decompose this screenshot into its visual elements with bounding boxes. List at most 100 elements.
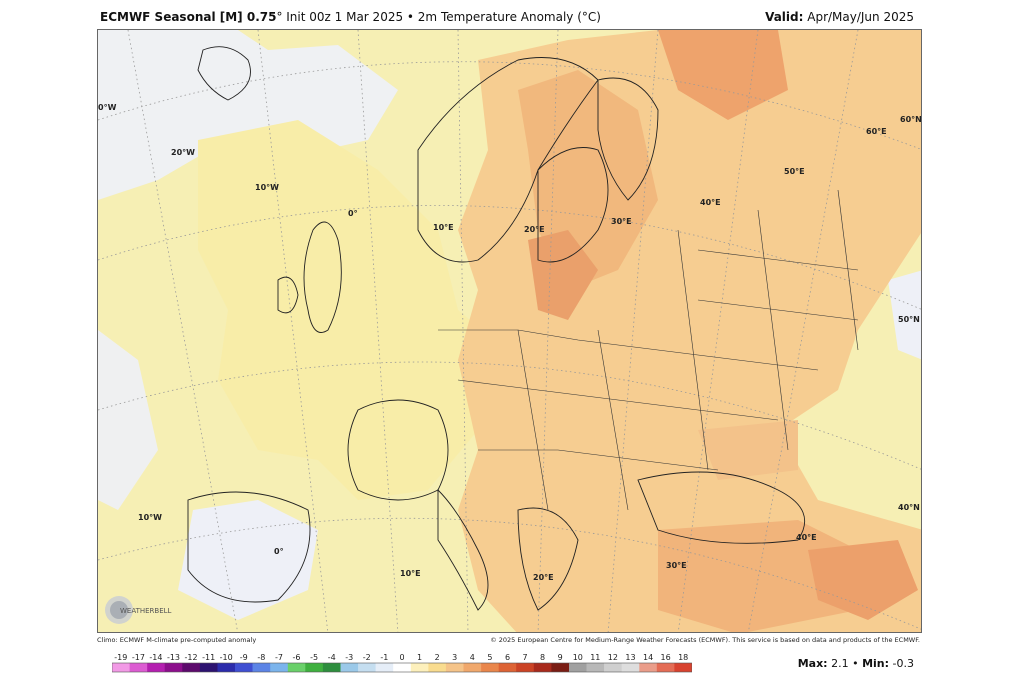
- finland-outline: [597, 77, 659, 201]
- colorbar-tick-label: 3: [452, 653, 457, 662]
- colorbar-swatch: [586, 663, 605, 672]
- max-min-stats: Max: 2.1 • Min: -0.3: [798, 657, 914, 670]
- colorbar-tick-label: -12: [185, 653, 198, 662]
- norway-outline: [417, 57, 599, 263]
- colorbar-tick-label: 9: [558, 653, 563, 662]
- colorbar-swatch: [182, 663, 201, 672]
- lon-label: 30°E: [666, 561, 687, 570]
- britain-outline: [303, 221, 342, 333]
- lat-label: 40°N: [898, 503, 920, 512]
- map-canvas: 0°W 20°W 10°W 0° 10°E 20°E 30°E 40°E 50°…: [98, 30, 921, 632]
- colorbar-tick-label: 1: [417, 653, 422, 662]
- lon-label: 30°E: [611, 217, 632, 226]
- lon-label: 20°W: [171, 148, 195, 157]
- colorbar-swatch: [270, 663, 289, 672]
- balkans-outline: [517, 507, 579, 611]
- colorbar-tick-label: 0: [399, 653, 404, 662]
- colorbar-swatch: [498, 663, 517, 672]
- cool-anomaly-west-atlantic: [98, 330, 158, 510]
- colorbar-tick-label: 13: [625, 653, 635, 662]
- colorbar-swatch: [551, 663, 570, 672]
- weatherbell-logo: WEATHERBELL: [105, 596, 172, 624]
- model-name: ECMWF Seasonal [M] 0.75: [100, 10, 277, 24]
- black-sea-outline: [637, 471, 806, 544]
- colorbar-swatch: [445, 663, 464, 672]
- warm-anomaly-caucasus: [808, 540, 918, 620]
- gridline-labels: 0°W 20°W 10°W 0° 10°E 20°E 30°E 40°E 50°…: [98, 103, 921, 582]
- colorbar-swatch: [516, 663, 535, 672]
- colorbar-tick-label: 12: [608, 653, 618, 662]
- colorbar-tick-label: 16: [661, 653, 671, 662]
- colorbar-swatch: [322, 663, 341, 672]
- italy-outline: [437, 488, 489, 611]
- colorbar-swatch: [164, 663, 183, 672]
- colorbar: -19 -17 -14 -13 -12 -11 -10 -9 -8 -7 -6 -5 -4 -3 -2 -1 0…: [112, 653, 692, 673]
- copyright-note: © 2025 European Centre for Medium-Range …: [490, 636, 920, 644]
- colorbar-tick-label: 7: [522, 653, 527, 662]
- colorbar-swatch: [463, 663, 482, 672]
- colorbar-swatch: [147, 663, 166, 672]
- colorbar-tick-label: -17: [132, 653, 145, 662]
- cool-anomaly-east: [888, 270, 921, 360]
- colorbar-swatch: [656, 663, 675, 672]
- valid-value: Apr/May/Jun 2025: [803, 10, 914, 24]
- colorbar-tick-label: -2: [363, 653, 371, 662]
- colorbar-tick-label: -3: [345, 653, 353, 662]
- colorbar-tick-label: 2: [435, 653, 440, 662]
- colorbar-tick-label: -9: [240, 653, 248, 662]
- map-title: ECMWF Seasonal [M] 0.75° Init 00z 1 Mar …: [100, 10, 601, 24]
- sweden-outline: [537, 147, 609, 263]
- colorbar-tick-label: 18: [678, 653, 688, 662]
- valid-label: Valid:: [765, 10, 804, 24]
- colorbar-swatch: [674, 663, 692, 672]
- climo-note: Climo: ECMWF M-climate pre-computed anom…: [97, 636, 257, 644]
- colorbar-swatch: [199, 663, 218, 672]
- lon-label: 40°E: [700, 198, 721, 207]
- colorbar-swatch: [305, 663, 324, 672]
- lon-label: 20°E: [533, 573, 554, 582]
- lon-label: 10°W: [138, 513, 162, 522]
- colorbar-tick-label: -6: [293, 653, 301, 662]
- colorbar-swatch: [639, 663, 658, 672]
- colorbar-tick-label: -14: [149, 653, 162, 662]
- resolution-degree: °: [276, 10, 283, 24]
- lon-label: 10°W: [255, 183, 279, 192]
- init-description: Init 00z 1 Mar 2025 • 2m Temperature Ano…: [282, 10, 601, 24]
- lon-label: 60°E: [866, 127, 887, 136]
- lon-label: 10°E: [400, 569, 421, 578]
- colorbar-swatch: [410, 663, 429, 672]
- graticule: [98, 30, 921, 632]
- stats-separator: •: [848, 657, 863, 670]
- colorbar-swatch: [393, 663, 412, 672]
- colorbar-tick-label: -4: [328, 653, 336, 662]
- lon-label: 0°: [348, 209, 358, 218]
- colorbar-tick-label: -5: [310, 653, 318, 662]
- colorbar-tick-label: -13: [167, 653, 180, 662]
- warm-anomaly-northwest-russia: [658, 30, 788, 120]
- ireland-outline: [277, 276, 299, 314]
- colorbar-swatch: [569, 663, 587, 672]
- colorbar-swatch: [481, 663, 499, 672]
- max-value: 2.1: [827, 657, 849, 670]
- colorbar-tick-label: -10: [220, 653, 233, 662]
- colorbar-swatch: [533, 663, 552, 672]
- lon-label: 20°E: [524, 225, 545, 234]
- colorbar-swatch: [217, 663, 236, 672]
- colorbar-tick-label: 11: [590, 653, 600, 662]
- logo-text: WEATHERBELL: [120, 607, 172, 615]
- anomaly-map: 0°W 20°W 10°W 0° 10°E 20°E 30°E 40°E 50°…: [97, 29, 922, 633]
- colorbar-swatch: [358, 663, 376, 672]
- colorbar-tick-label: -8: [257, 653, 265, 662]
- colorbar-swatch: [621, 663, 640, 672]
- cool-anomaly-iberia: [178, 500, 318, 620]
- colorbar-tick-label: 8: [540, 653, 545, 662]
- colorbar-swatch: [129, 663, 148, 672]
- colorbar-tick-label: -7: [275, 653, 283, 662]
- colorbar-border: [112, 662, 692, 673]
- colorbar-swatch: [604, 663, 622, 672]
- min-label: Min:: [862, 657, 890, 670]
- lon-label: 0°W: [98, 103, 117, 112]
- lon-label: 10°E: [433, 223, 454, 232]
- cool-anomaly-north-atlantic: [98, 30, 398, 200]
- min-value: -0.3: [889, 657, 914, 670]
